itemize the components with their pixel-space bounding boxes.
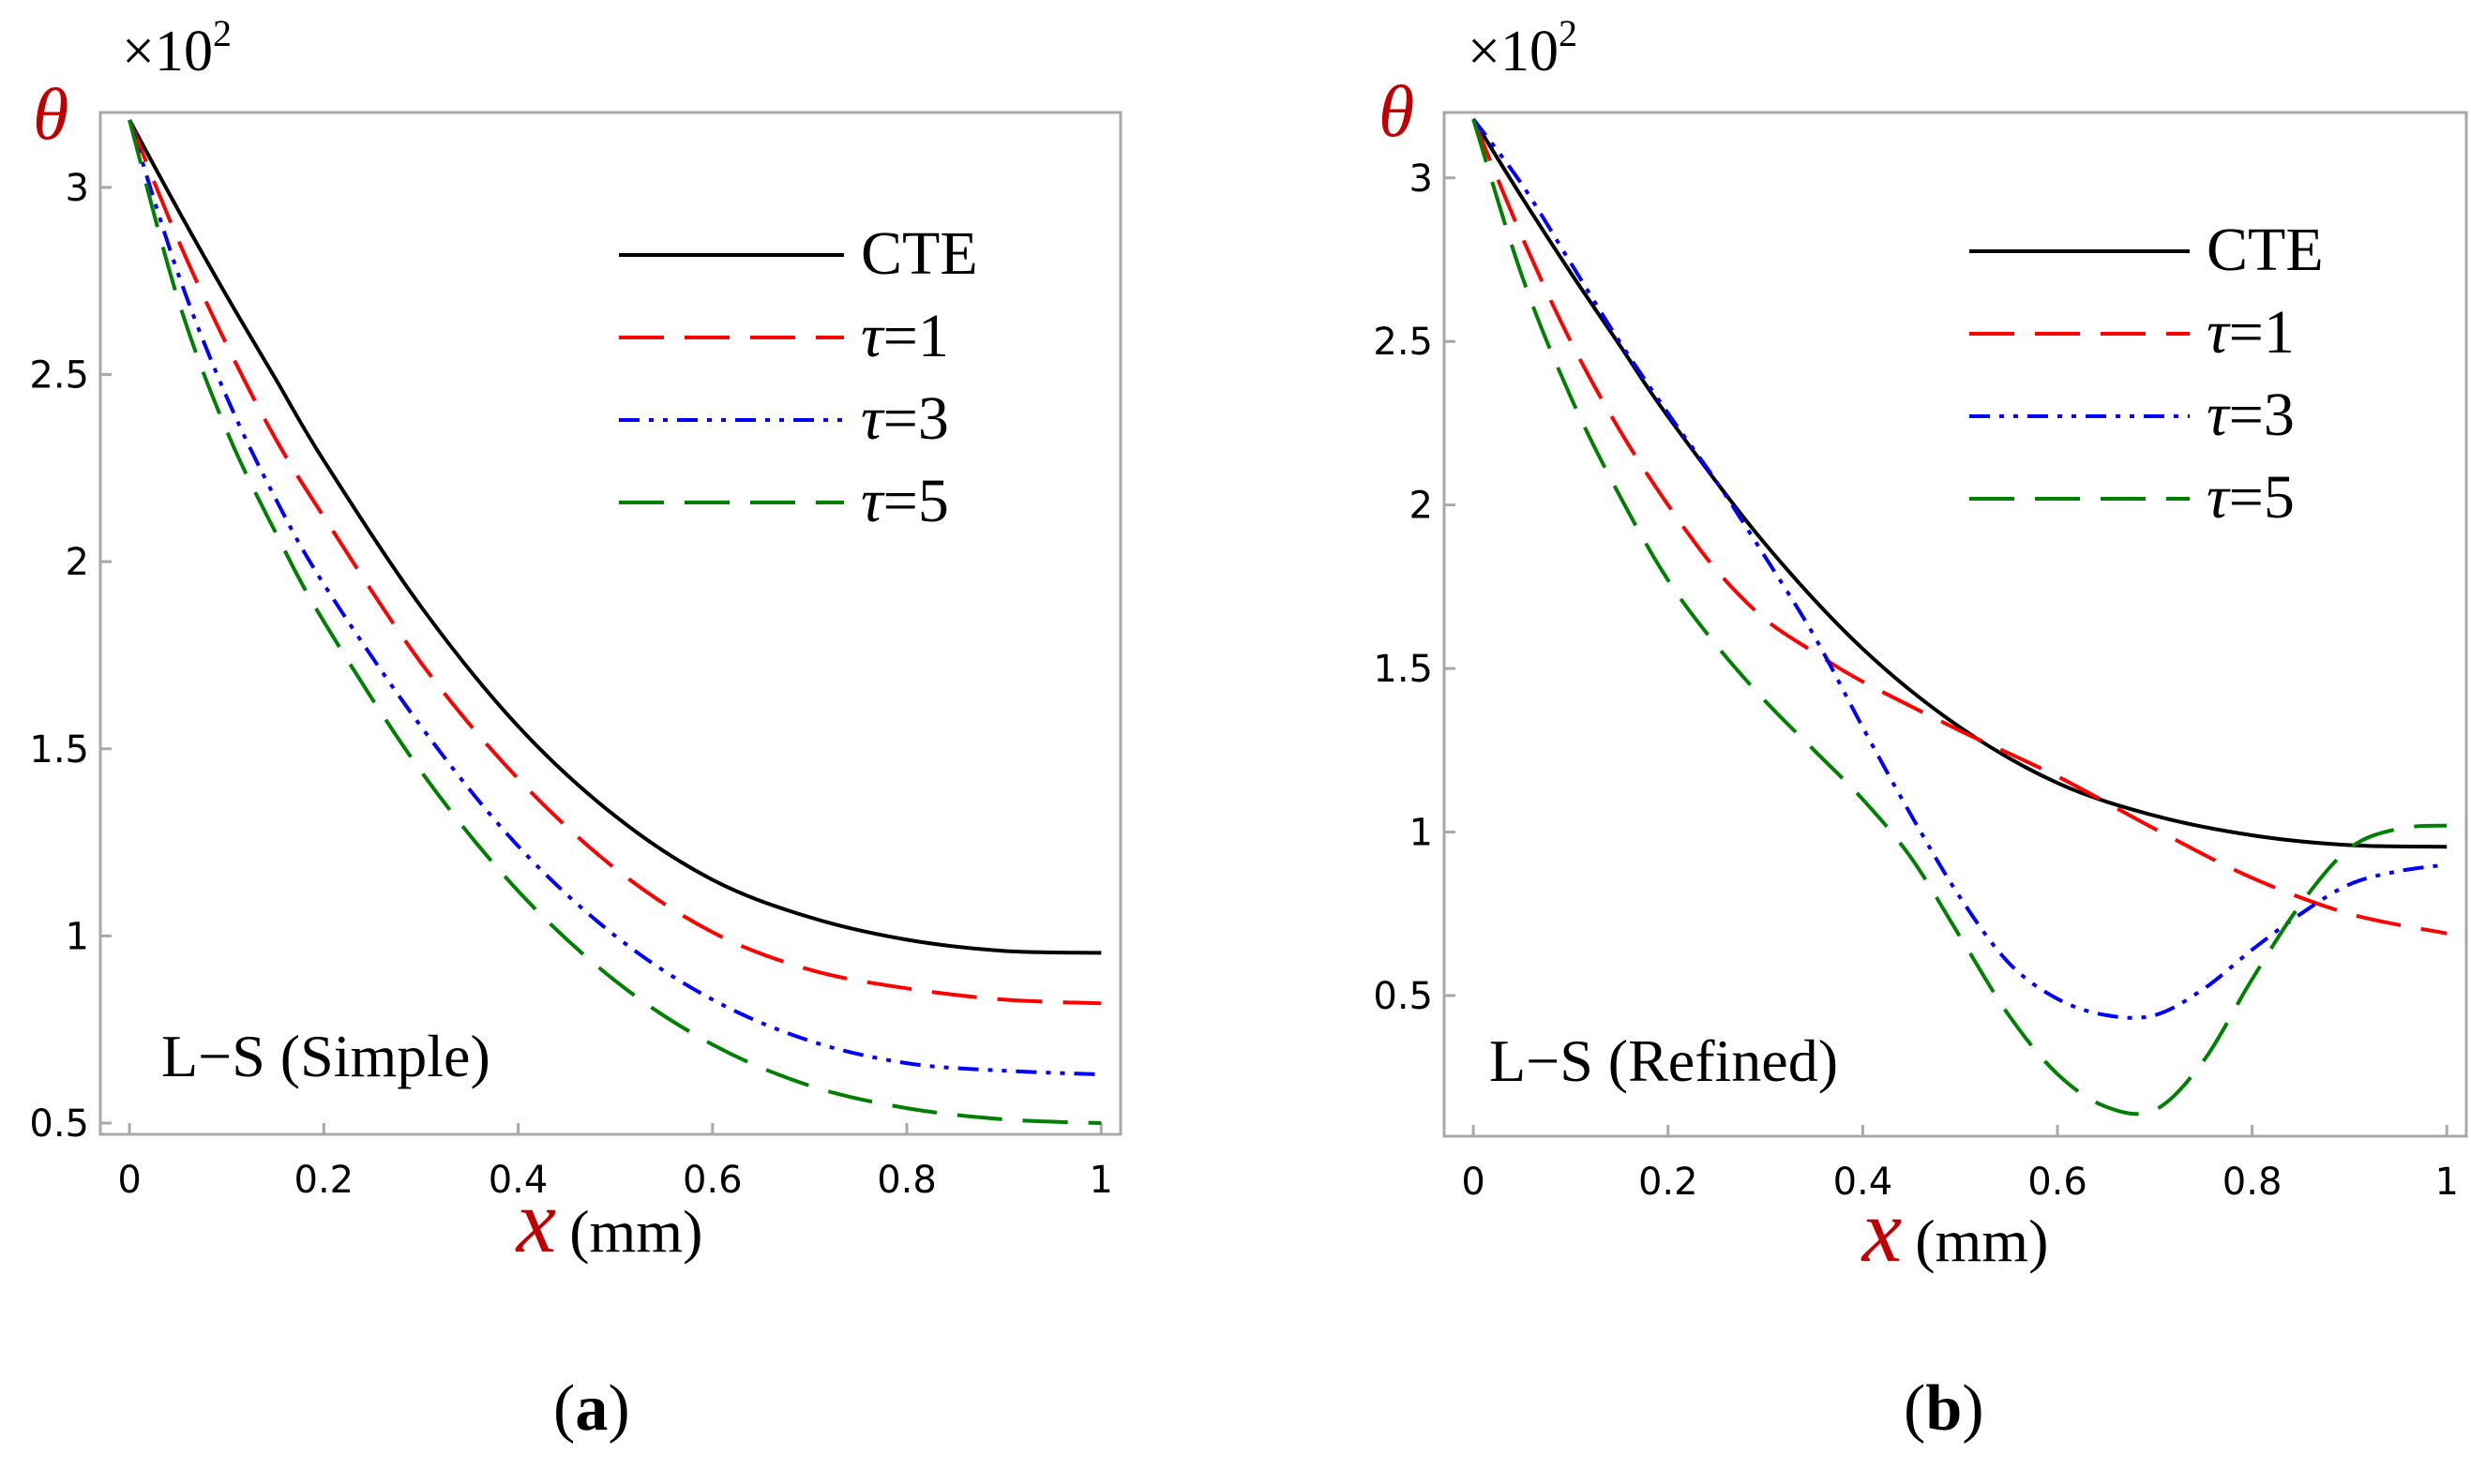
legend-label-part: τ	[2207, 381, 2231, 449]
legend-label-part: CTE	[861, 219, 978, 288]
y-tick-label: 2	[66, 541, 89, 584]
panel-b: 0 0.2 0.4 0.6 0.8 10.511.522.53CTEτ=1τ=3τ=5L−…	[1373, 12, 2468, 1445]
x-tick-label: 0.4	[1833, 1161, 1893, 1204]
plot-frame	[1442, 111, 2468, 1138]
legend-label-part: τ	[861, 384, 885, 453]
y-tick-label: 2.5	[29, 353, 89, 397]
y-axis-symbol: θ	[1379, 70, 1414, 152]
x-tick-label: 0.2	[294, 1159, 354, 1202]
legend-label-0: CTE	[2207, 216, 2324, 284]
legend-label-1: τ=1	[2207, 298, 2295, 367]
x-axis-unit: (mm)	[1915, 1207, 2048, 1274]
y-tick-label: 2.5	[1373, 321, 1433, 364]
legend-label-part: τ	[861, 302, 885, 370]
plot-frame	[98, 111, 1122, 1136]
y-tick-label: 1.5	[29, 728, 89, 772]
series-line-2	[128, 119, 1102, 1077]
series-line-0	[1471, 117, 2448, 849]
x-axis-symbol: x	[515, 1171, 557, 1271]
legend-label-part: =5	[883, 467, 949, 535]
panel-caption: (b)	[1904, 1372, 1984, 1445]
legend-label-part: τ	[861, 467, 885, 535]
legend-label-3: τ=5	[2207, 463, 2295, 532]
series-line-2	[1471, 117, 2448, 1020]
legend-label-part: =3	[883, 384, 949, 453]
x-axis-symbol: x	[1861, 1180, 1903, 1281]
multiplier-exponent: 2	[1559, 12, 1577, 54]
y-axis-symbol: θ	[33, 73, 68, 155]
multiplier-base: ×10	[122, 20, 213, 83]
y-tick-label: 3	[66, 167, 89, 210]
y-tick-label: 0.5	[29, 1102, 89, 1146]
axis-multiplier: ×102	[1468, 12, 1577, 83]
x-axis-unit: (mm)	[569, 1198, 702, 1265]
panel-caption: (a)	[553, 1372, 630, 1445]
x-tick-label: 0.6	[2027, 1161, 2087, 1204]
series-line-1	[1471, 118, 2448, 936]
legend-label-2: τ=3	[861, 384, 949, 453]
caption-close-paren: )	[1962, 1372, 1983, 1445]
x-tick-label: 1	[1090, 1159, 1113, 1202]
x-tick-label: 0.2	[1638, 1161, 1698, 1204]
x-tick-label: 0	[1461, 1161, 1484, 1204]
multiplier-exponent: 2	[213, 12, 232, 54]
y-tick-label: 2	[1409, 485, 1433, 528]
series-line-1	[128, 119, 1102, 1006]
multiplier-base: ×10	[1468, 20, 1559, 83]
x-axis-label: x (mm)	[1861, 1180, 2049, 1281]
legend-label-part: =1	[2229, 298, 2295, 367]
series-line-0	[128, 119, 1102, 955]
legend-label-part: CTE	[2207, 216, 2324, 284]
y-tick-label: 1.5	[1373, 648, 1433, 691]
legend-label-1: τ=1	[861, 302, 949, 370]
x-tick-label: 0.8	[877, 1159, 937, 1202]
legend-label-part: =5	[2229, 463, 2295, 532]
caption-letter: b	[1925, 1372, 1962, 1445]
caption-open-paren: (	[1904, 1372, 1925, 1445]
legend-label-0: CTE	[861, 219, 978, 288]
legend-label-part: =1	[883, 302, 949, 370]
caption-letter: a	[575, 1372, 608, 1445]
caption-close-paren: )	[608, 1372, 629, 1445]
x-tick-label: 0.4	[489, 1159, 549, 1202]
y-tick-label: 0.5	[1373, 975, 1433, 1018]
legend-label-part: τ	[2207, 298, 2231, 367]
legend-label-part: =3	[2229, 381, 2295, 449]
annotation-label: L−S (Simple)	[161, 1023, 490, 1089]
annotation-label: L−S (Refined)	[1489, 1027, 1838, 1094]
y-tick-label: 1	[66, 915, 89, 958]
legend-label-part: τ	[2207, 463, 2231, 532]
legend-label-2: τ=3	[2207, 381, 2295, 449]
axis-multiplier: ×102	[122, 12, 232, 83]
y-tick-label: 3	[1409, 157, 1433, 201]
y-tick-label: 1	[1409, 812, 1433, 855]
x-tick-label: 1	[2435, 1161, 2459, 1204]
x-tick-label: 0.8	[2222, 1161, 2283, 1204]
legend-label-3: τ=5	[861, 467, 949, 535]
x-tick-label: 0	[117, 1159, 141, 1202]
x-tick-label: 0.6	[683, 1159, 743, 1202]
x-axis-label: x (mm)	[515, 1171, 703, 1271]
series-line-3	[128, 119, 1102, 1125]
panel-a: 0 0.2 0.4 0.6 0.8 10.511.522.53CTEτ=1τ=3τ=5L−…	[29, 12, 1122, 1445]
caption-open-paren: (	[553, 1372, 575, 1445]
